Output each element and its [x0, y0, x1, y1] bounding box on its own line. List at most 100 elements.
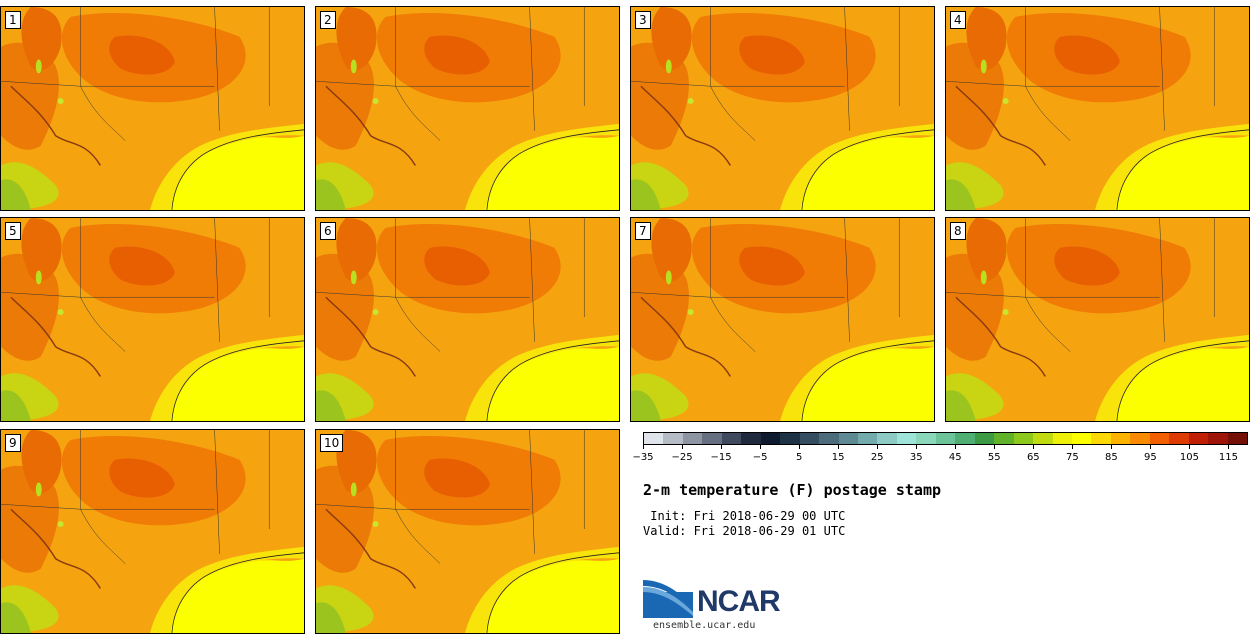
rio-grande: [10, 85, 101, 166]
hot-region: [21, 7, 62, 71]
ensemble-member-panel: 10: [315, 429, 620, 634]
cool-spot: [687, 98, 694, 105]
colorbar-swatch: [857, 433, 878, 444]
ensemble-member-panel: 2: [315, 6, 620, 211]
state-borders: [316, 7, 585, 141]
colorbar-swatch: [1169, 433, 1189, 444]
member-label: 1: [5, 11, 21, 29]
coastline: [486, 340, 619, 421]
hot-region: [316, 465, 374, 573]
colorbar-swatch: [896, 433, 917, 444]
ensemble-member-panel: 5: [0, 217, 305, 422]
hot-region: [651, 7, 692, 71]
rio-grande: [955, 296, 1046, 377]
gulf: [1114, 135, 1249, 210]
hot-region: [1, 42, 59, 150]
colorbar-swatch: [1033, 433, 1053, 444]
member-label: 7: [635, 222, 651, 240]
member-label: 5: [5, 222, 21, 240]
colorbar-tick-label: 75: [1065, 452, 1079, 463]
cool-region: [1, 390, 31, 421]
hot-region: [336, 430, 377, 494]
temperature-map: [1, 7, 304, 210]
member-label: 3: [635, 11, 651, 29]
hot-region: [109, 35, 175, 75]
colorbar-swatch: [1013, 433, 1034, 444]
hot-region: [316, 42, 374, 150]
cool-spot: [665, 270, 672, 285]
colorbar-tick: [760, 445, 762, 449]
hot-region: [631, 42, 689, 150]
colorbar-swatch: [1208, 433, 1228, 444]
colorbar-swatch: [1149, 433, 1170, 444]
hot-region: [966, 218, 1007, 282]
member-label: 4: [950, 11, 966, 29]
gulf: [169, 135, 304, 210]
ensemble-member-panel: 1: [0, 6, 305, 211]
hot-region: [21, 218, 62, 282]
colorbar-swatch: [1227, 433, 1248, 444]
temperature-map: [946, 7, 1249, 210]
temperature-map: [631, 7, 934, 210]
ensemble-member-panel: 3: [630, 6, 935, 211]
hot-region: [1054, 246, 1120, 286]
cool-spot: [372, 98, 379, 105]
cool-spot: [35, 59, 42, 74]
cool-spot: [1002, 309, 1009, 316]
temperature-map: [316, 430, 619, 633]
hot-region: [739, 35, 805, 75]
cool-spot: [57, 98, 64, 105]
colorbar-swatch: [1071, 433, 1092, 444]
colorbar-tick: [799, 445, 801, 449]
cool-spot: [372, 521, 379, 528]
ensemble-member-panel: 6: [315, 217, 620, 422]
cool-spot: [980, 59, 987, 74]
colorbar-tick: [1189, 445, 1191, 449]
colorbar-tick: [955, 445, 957, 449]
rio-grande: [640, 296, 731, 377]
cool-region: [1, 179, 31, 210]
colorbar-tick-label: −15: [710, 452, 732, 463]
rio-grande: [10, 296, 101, 377]
cool-spot: [350, 59, 357, 74]
colorbar-tick-label: 85: [1105, 452, 1118, 463]
coastline: [801, 129, 934, 210]
state-borders: [1, 7, 270, 141]
member-label: 9: [5, 434, 21, 452]
colorbar-tick-label: 115: [1218, 452, 1239, 463]
hot-region: [1054, 35, 1120, 75]
cool-region: [946, 390, 976, 421]
init-time: Init: Fri 2018-06-29 00 UTC: [643, 509, 846, 523]
colorbar-swatch: [780, 433, 800, 444]
colorbar-swatch: [721, 433, 742, 444]
cool-spot: [1002, 98, 1009, 105]
gulf: [799, 346, 934, 421]
hot-region: [424, 458, 490, 498]
colorbar-tick: [682, 445, 684, 449]
colorbar-tick: [1111, 445, 1113, 449]
rio-grande: [10, 508, 101, 589]
temperature-map: [316, 7, 619, 210]
gulf-shelf: [150, 123, 304, 210]
hot-region: [739, 246, 805, 286]
rio-grande: [640, 85, 731, 166]
hot-region: [109, 458, 175, 498]
valid-time: Valid: Fri 2018-06-29 01 UTC: [643, 524, 846, 538]
colorbar-tick: [877, 445, 879, 449]
colorbar-swatch: [935, 433, 956, 444]
gulf: [169, 346, 304, 421]
colorbar-tick-label: −5: [752, 452, 768, 463]
hot-region: [631, 253, 689, 361]
colorbar-swatch: [1091, 433, 1111, 444]
cool-region: [946, 179, 976, 210]
gulf-shelf: [780, 334, 934, 421]
coastline: [486, 552, 619, 633]
colorbar-tick-label: 105: [1179, 452, 1199, 463]
temperature-map: [1, 218, 304, 421]
cool-spot: [57, 309, 64, 316]
colorbar-swatch: [741, 433, 761, 444]
colorbar-tick: [1228, 445, 1230, 449]
temperature-map: [316, 218, 619, 421]
cool-spot: [35, 482, 42, 497]
colorbar-tick: [1072, 445, 1074, 449]
